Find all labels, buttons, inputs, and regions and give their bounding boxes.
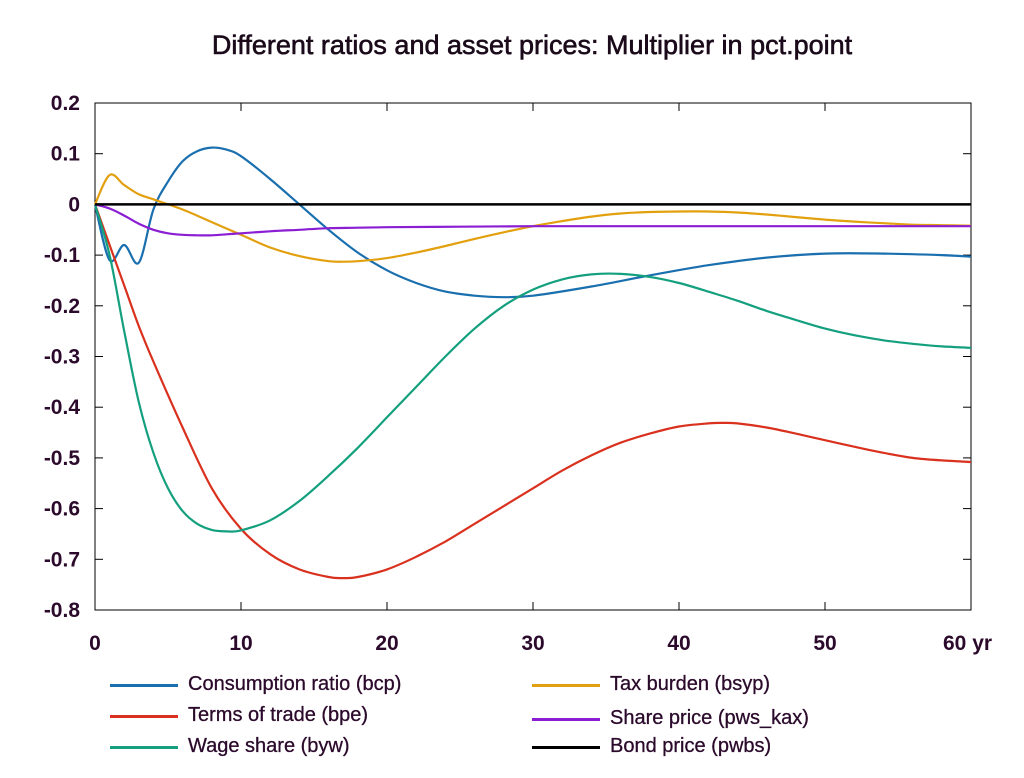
plot-frame: [94, 102, 972, 611]
x-tick-label: 30: [521, 632, 544, 655]
series-line-tax-burden-bsyp: [94, 173, 972, 263]
y-tick-label: -0.6: [44, 498, 80, 521]
series-line-share-price-pws-kax: [94, 203, 971, 237]
tick-labels: 0.2 0.1 0 -0.1 -0.2 -0.3 -0.4 -0.5 -0.6 -0.7 -0.8 0…: [44, 92, 992, 655]
x-tick-label: 10: [229, 632, 252, 655]
axes: [94, 102, 972, 611]
series-line-terms-of-trade-bpe: [93, 204, 972, 580]
x-tick-label: 0: [89, 632, 101, 655]
y-tick-label: -0.4: [44, 396, 81, 419]
chart-title: Different ratios and asset prices: Multi…: [211, 30, 853, 61]
x-tick-label: 60 yr: [943, 632, 992, 655]
y-tick-label: -0.7: [44, 548, 80, 571]
y-tick-label: -0.5: [44, 447, 81, 470]
y-tick-label: 0: [68, 193, 80, 216]
series-line-consumption-ratio-bcp: [93, 146, 972, 299]
y-tick-label: -0.1: [44, 244, 81, 267]
y-tick-label: -0.2: [44, 295, 80, 318]
x-tick-label: 40: [667, 632, 690, 655]
y-tick-label: -0.8: [44, 599, 81, 622]
series-line-wage-share-byw: [93, 204, 972, 533]
x-tick-label: 50: [813, 632, 836, 655]
series-lines: [93, 146, 972, 580]
x-tick-label: 20: [375, 632, 398, 655]
y-tick-label: 0.1: [51, 143, 81, 166]
y-tick-label: -0.3: [44, 346, 80, 369]
y-tick-label: 0.2: [51, 92, 80, 115]
